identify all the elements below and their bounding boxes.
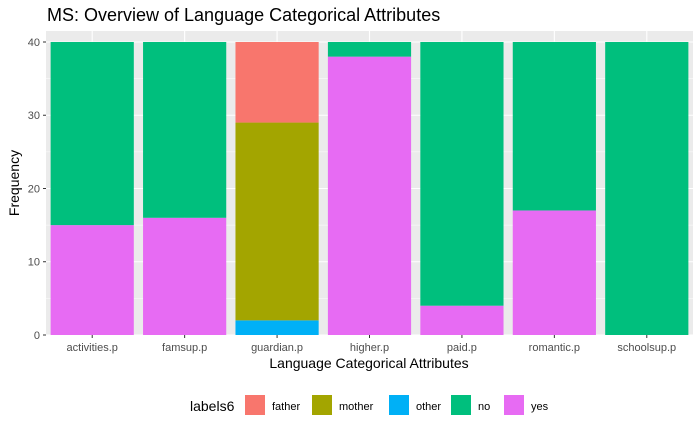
bar-yes [420, 305, 504, 335]
bar-no [327, 41, 412, 57]
x-tick-label: schoolsup.p [617, 342, 676, 354]
x-tick-label: romantic.p [529, 342, 580, 354]
bar-yes [512, 210, 596, 335]
x-tick-label: paid.p [447, 342, 477, 354]
bar-yes [327, 56, 412, 336]
legend-label-other: other [416, 401, 441, 413]
legend-key-other [389, 395, 409, 415]
x-axis-title: Language Categorical Attributes [269, 355, 468, 371]
legend-label-father: father [272, 401, 300, 413]
bar-mother [235, 122, 319, 321]
legend: labels6 father mother other no yes [190, 395, 549, 415]
bar-father [235, 41, 319, 123]
chart-title: MS: Overview of Language Categorical Att… [47, 5, 440, 25]
x-tick-label: famsup.p [162, 342, 207, 354]
x-tick-label: activities.p [67, 342, 118, 354]
legend-label-yes: yes [531, 401, 549, 413]
legend-title: labels6 [190, 398, 235, 414]
bar-yes [50, 225, 134, 335]
bar-no [512, 41, 596, 211]
y-axis-title: Frequency [6, 150, 22, 216]
legend-key-mother [312, 395, 332, 415]
bar-yes [143, 217, 227, 335]
bar-no [143, 41, 227, 218]
bars [50, 41, 689, 336]
x-axis: activities.p famsup.p guardian.p higher.p pa… [67, 335, 676, 354]
bar-other [235, 320, 319, 335]
x-tick-label: guardian.p [251, 342, 303, 354]
y-tick-label: 30 [28, 110, 40, 122]
bar-no [420, 41, 504, 306]
y-tick-label: 10 [28, 257, 40, 269]
legend-key-father [245, 395, 265, 415]
legend-label-mother: mother [339, 401, 374, 413]
legend-key-no [451, 395, 471, 415]
y-tick-label: 20 [28, 183, 40, 195]
bar-no [50, 41, 134, 226]
x-tick-label: higher.p [350, 342, 389, 354]
y-tick-label: 40 [28, 37, 40, 49]
legend-key-yes [504, 395, 524, 415]
y-axis: 0 10 20 30 40 [28, 37, 46, 342]
legend-label-no: no [478, 401, 490, 413]
bar-no [605, 41, 689, 336]
y-tick-label: 0 [34, 330, 40, 342]
